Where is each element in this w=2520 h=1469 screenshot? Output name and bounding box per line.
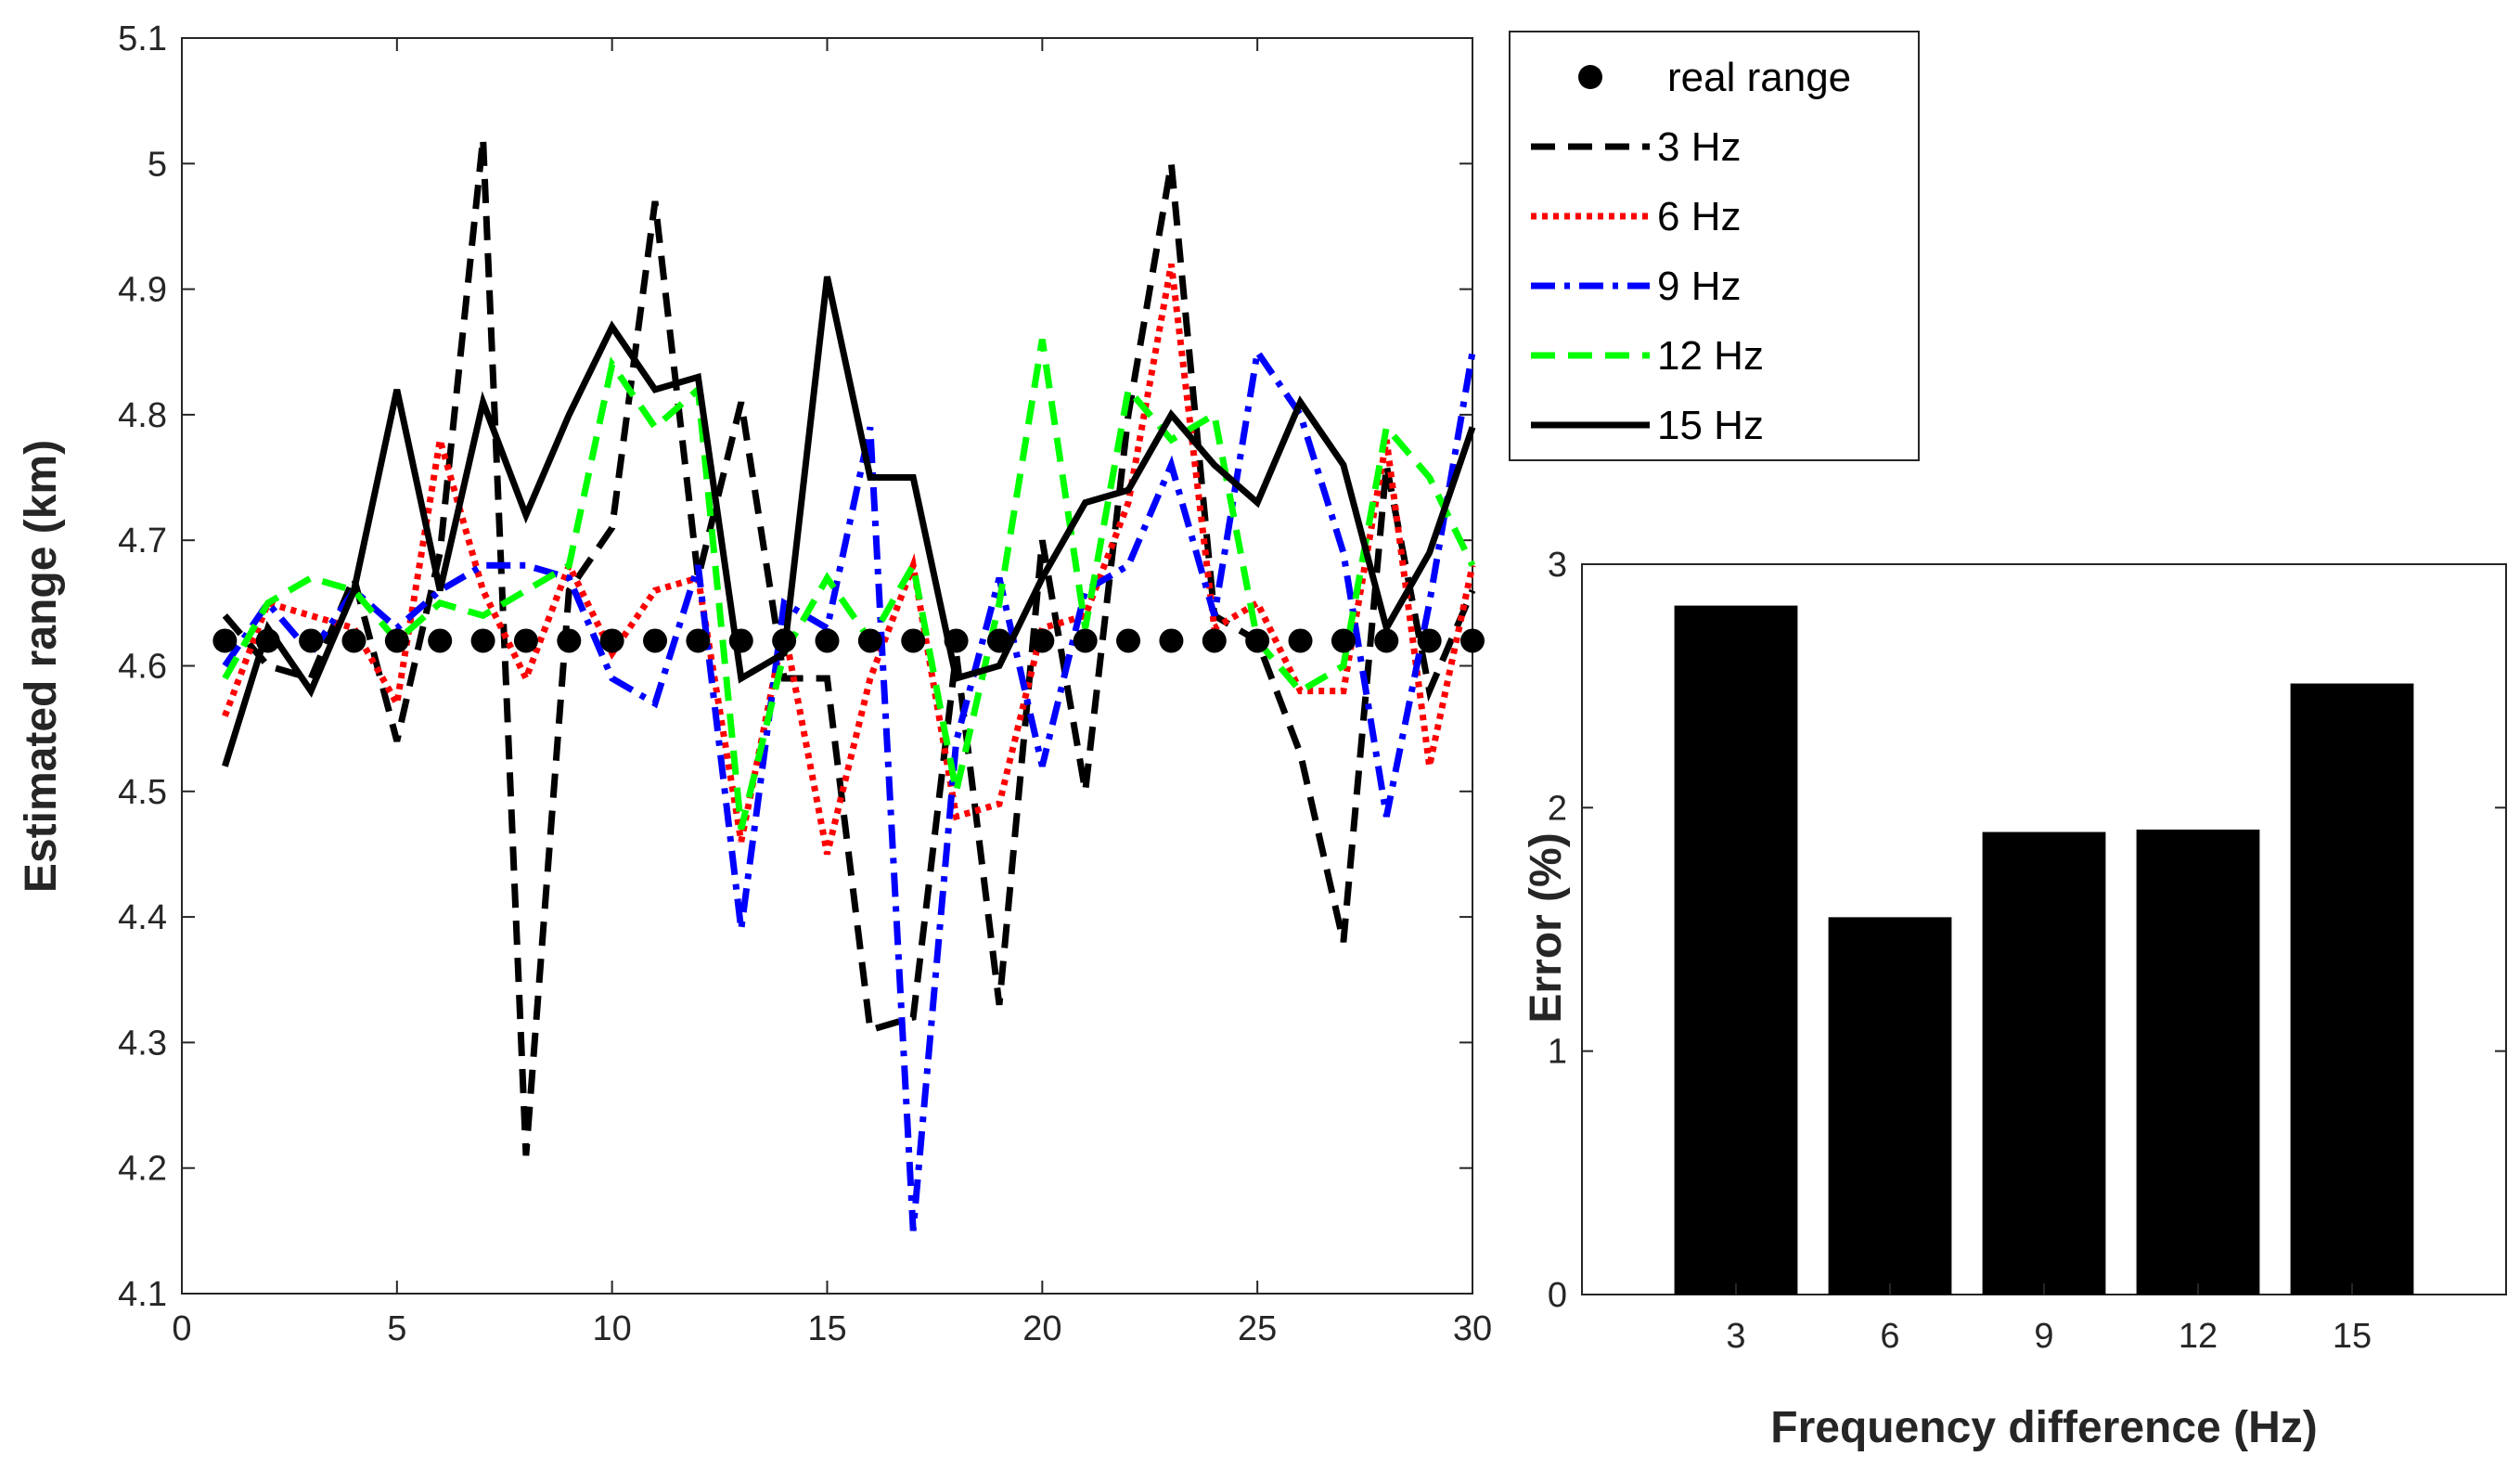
bar-x-tick-label: 15 xyxy=(2333,1317,2372,1356)
bar-marks xyxy=(1674,605,2414,1295)
line-x-tick-label: 25 xyxy=(1238,1309,1277,1348)
line-series-group xyxy=(212,137,1485,1231)
line-y-ticks: 4.1 4.2 4.3 4.4 4.5 4.6 4.7 4.8 4.9 5 5.1 xyxy=(118,19,1472,1314)
real-range-point xyxy=(1417,628,1442,653)
bar-y-tick-label: 0 xyxy=(1548,1276,1567,1315)
real-range-point xyxy=(299,628,324,653)
legend-item-real-range: real range xyxy=(1578,55,1851,100)
series-9-hz-line xyxy=(222,343,1476,1231)
line-x-tick-label: 20 xyxy=(1022,1309,1061,1348)
legend-item-12-hz: 12 Hz xyxy=(1531,333,1764,379)
legend: real range 3 Hz 6 Hz 9 Hz 12 Hz 15 Hz xyxy=(1509,31,1920,461)
legend-label-3-hz: 3 Hz xyxy=(1657,124,1741,170)
line-x-tick-label: 0 xyxy=(172,1309,191,1348)
line-x-tick-label: 10 xyxy=(593,1309,632,1348)
line-y-tick-label: 5 xyxy=(148,145,167,184)
legend-box xyxy=(1509,31,1920,461)
line-y-tick-label: 4.1 xyxy=(118,1275,167,1314)
bar-6-hz xyxy=(1828,917,1952,1295)
legend-label-6-hz: 6 Hz xyxy=(1657,194,1741,239)
line-y-tick-label: 4.5 xyxy=(118,773,167,812)
real-range-point xyxy=(1331,628,1356,653)
real-range-point xyxy=(341,628,366,653)
line-y-tick-label: 4.4 xyxy=(118,898,167,937)
bar-x-tick-label: 12 xyxy=(2179,1317,2218,1356)
legend-marker-real-range xyxy=(1578,65,1602,89)
real-range-point xyxy=(1159,628,1184,653)
real-range-point xyxy=(428,628,453,653)
legend-label-12-hz: 12 Hz xyxy=(1657,333,1764,379)
bar-y-ticks: 0 1 2 3 xyxy=(1548,546,2506,1315)
line-y-tick-label: 4.6 xyxy=(118,648,167,687)
bar-x-ticks: 3 6 9 12 15 xyxy=(1726,1283,2372,1356)
series-real-range xyxy=(212,628,1485,653)
bar-3-hz xyxy=(1674,605,1798,1295)
real-range-point xyxy=(513,628,538,653)
real-range-point xyxy=(857,628,882,653)
real-range-point xyxy=(1460,628,1485,653)
line-y-tick-label: 4.7 xyxy=(118,522,167,561)
line-x-ticks: 0 5 10 15 20 25 30 xyxy=(172,38,1492,1348)
bar-x-tick-label: 3 xyxy=(1726,1317,1745,1356)
line-x-tick-label: 30 xyxy=(1453,1309,1492,1348)
legend-items: real range 3 Hz 6 Hz 9 Hz 12 Hz 15 Hz xyxy=(1531,55,1851,448)
real-range-point xyxy=(986,628,1011,653)
legend-label-real-range: real range xyxy=(1667,55,1851,100)
real-range-point xyxy=(901,628,926,653)
bar-15-hz xyxy=(2290,683,2414,1295)
real-range-point xyxy=(1245,628,1270,653)
line-x-tick-label: 15 xyxy=(807,1309,846,1348)
bar-12-hz xyxy=(2136,829,2260,1295)
legend-item-6-hz: 6 Hz xyxy=(1531,194,1741,239)
real-range-point xyxy=(557,628,582,653)
real-range-point xyxy=(772,628,797,653)
real-range-point xyxy=(643,628,668,653)
legend-item-15-hz: 15 Hz xyxy=(1531,403,1764,448)
line-chart: 0 5 10 15 20 25 30 4.1 4.2 4.3 4.4 4.5 4.6 4.7 4.8 4.9… xyxy=(17,19,1492,1348)
bar-9-hz xyxy=(1982,831,2106,1295)
line-y-tick-label: 5.1 xyxy=(118,19,167,58)
legend-item-9-hz: 9 Hz xyxy=(1531,264,1741,309)
line-y-tick-label: 4.2 xyxy=(118,1150,167,1189)
line-y-tick-label: 4.3 xyxy=(118,1024,167,1063)
bar-y-tick-label: 1 xyxy=(1548,1033,1567,1072)
series-6-hz-line xyxy=(222,263,1476,856)
real-range-point xyxy=(255,628,280,653)
line-plot-frame xyxy=(181,37,1473,1295)
legend-item-3-hz: 3 Hz xyxy=(1531,124,1741,170)
real-range-point xyxy=(599,628,624,653)
real-range-point xyxy=(212,628,238,653)
bar-x-tick-label: 9 xyxy=(2034,1317,2053,1356)
line-y-axis-label: Estimated range (km) xyxy=(17,440,66,893)
real-range-point xyxy=(384,628,409,653)
line-y-tick-label: 4.9 xyxy=(118,271,167,310)
real-range-point xyxy=(815,628,840,653)
bar-y-tick-label: 2 xyxy=(1548,789,1567,828)
real-range-point xyxy=(686,628,711,653)
series-15-hz-line xyxy=(222,276,1476,767)
real-range-point xyxy=(1202,628,1227,653)
bar-y-axis-label: Error (%) xyxy=(1522,832,1571,1023)
bar-x-tick-label: 6 xyxy=(1880,1317,1899,1356)
real-range-point xyxy=(1288,628,1313,653)
real-range-point xyxy=(1030,628,1055,653)
real-range-point xyxy=(944,628,969,653)
bar-x-axis-label: Frequency difference (Hz) xyxy=(1770,1403,2317,1452)
line-x-tick-label: 5 xyxy=(387,1309,406,1348)
real-range-point xyxy=(1116,628,1141,653)
line-y-tick-label: 4.8 xyxy=(118,396,167,435)
legend-label-9-hz: 9 Hz xyxy=(1657,264,1741,309)
series-3-hz-line xyxy=(222,137,1476,1156)
real-range-point xyxy=(1073,628,1098,653)
legend-label-15-hz: 15 Hz xyxy=(1657,403,1764,448)
real-range-point xyxy=(470,628,495,653)
bar-y-tick-label: 3 xyxy=(1548,546,1567,585)
real-range-point xyxy=(1374,628,1399,653)
real-range-point xyxy=(728,628,753,653)
